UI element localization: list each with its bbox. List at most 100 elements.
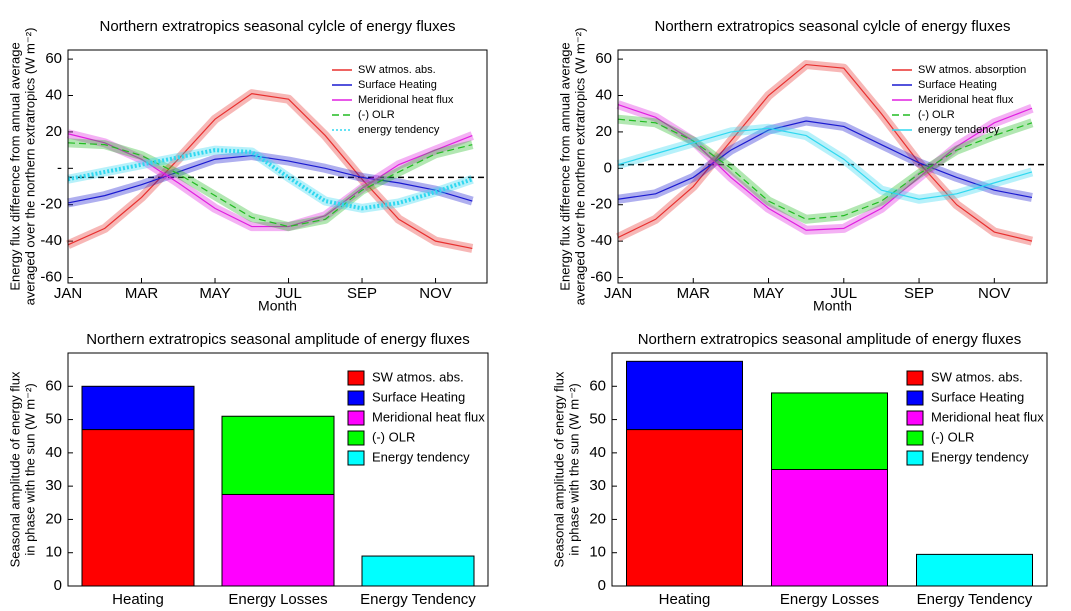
y-tick-label: 50 [589,411,606,428]
x-tick-label: MAR [125,285,159,302]
bar-segment [221,493,335,587]
legend-label: Energy tendency [931,449,1029,464]
bar-segment [771,392,888,471]
series-line [617,127,1033,200]
x-tick-label: Energy Losses [228,591,327,608]
legend-label: Meridional heat flux [358,94,454,106]
plot-frame [611,352,1048,587]
series-line [67,93,473,250]
legend-label: SW atmos. absorption [918,64,1026,76]
y-tick-label: 60 [45,377,62,394]
series-line [617,104,1033,231]
x-tick-label: Heating [659,591,711,608]
legend-swatch [347,370,365,386]
chart-title: Northern extratropics seasonal amplitude… [638,331,1022,348]
x-tick-label: NOV [978,285,1011,302]
series-line [67,154,473,204]
y-tick-label: 20 [45,123,62,140]
legend-swatch [906,390,924,406]
legend-swatch [347,390,365,406]
y-axis-label: in phase with the sun (W m⁻²) [566,383,581,555]
legend-label: SW atmos. abs. [372,369,464,384]
y-tick-label: -20 [590,196,612,213]
bar-segment [626,360,743,431]
y-tick-label: 30 [589,477,606,494]
y-axis-label: Energy flux difference from annual avera… [557,42,572,290]
series-line [67,133,473,228]
y-tick-label: -60 [590,269,612,286]
y-tick-label: - [57,159,62,176]
x-tick-label: SEP [347,285,377,302]
series-line [617,120,1033,200]
legend-label: Meridional heat flux [931,409,1044,424]
x-tick-label: MAY [199,285,230,302]
legend-swatch [906,370,924,386]
x-tick-label: JUL [275,285,302,302]
y-axis-label: Seasonal amplitude of energy flux [551,371,566,567]
y-tick-label: 0 [604,159,612,176]
x-tick-label: Energy Losses [780,591,879,608]
x-tick-label: JUL [830,285,857,302]
y-axis-label: Energy flux difference from annual avera… [7,42,22,290]
legend-label: (-) OLR [918,109,955,121]
x-tick-label: Energy Tendency [360,591,476,608]
x-tick-label: JAN [54,285,82,302]
y-axis-label: averaged over the northern extratropics … [22,28,37,306]
y-tick-label: -60 [40,269,62,286]
y-tick-label: 60 [589,377,606,394]
series-line [67,148,473,211]
x-tick-label: MAR [677,285,711,302]
bar-segment [361,555,475,587]
legend-label: Energy tendency [372,449,470,464]
plot-frame [67,352,489,587]
y-tick-label: 20 [595,123,612,140]
legend-label: Surface Heating [358,79,437,91]
y-tick-label: 30 [45,477,62,494]
chart-title: Northern extratropics seasonal cylcle of… [99,18,455,35]
y-axis-label: Seasonal amplitude of energy flux [7,371,22,567]
legend-swatch [906,450,924,466]
y-axis-label: in phase with the sun (W m⁻²) [22,383,37,555]
series-line [617,63,1033,242]
bar-segment [81,429,195,587]
legend-label: SW atmos. abs. [358,64,436,76]
x-tick-label: MAY [753,285,784,302]
x-tick-label: Heating [112,591,164,608]
series-line [617,118,1033,220]
y-tick-label: -20 [40,196,62,213]
legend-label: (-) OLR [372,429,415,444]
y-tick-label: 20 [589,510,606,527]
bar-segment [626,429,743,587]
legend-label: SW atmos. abs. [931,369,1023,384]
y-tick-label: -40 [40,232,62,249]
legend-label: energy tendency [358,124,440,136]
legend-label: (-) OLR [931,429,974,444]
bar-segment [81,385,195,431]
y-tick-label: 40 [45,86,62,103]
legend-label: (-) OLR [358,109,395,121]
plot-frame [67,49,488,284]
legend-swatch [347,410,365,426]
y-tick-label: 0 [598,577,606,594]
legend-label: energy tendency [918,124,1000,136]
legend-label: Surface Heating [931,389,1024,404]
legend-swatch [906,430,924,446]
y-tick-label: 20 [45,510,62,527]
legend-swatch [906,410,924,426]
y-tick-label: 40 [595,86,612,103]
y-tick-label: 0 [54,577,62,594]
x-tick-label: SEP [904,285,934,302]
legend-swatch [347,430,365,446]
x-tick-label: JAN [604,285,632,302]
x-tick-label: NOV [419,285,452,302]
legend-label: Meridional heat flux [372,409,485,424]
legend-label: Surface Heating [372,389,465,404]
bar-segment [916,553,1033,587]
x-tick-label: Energy Tendency [917,591,1033,608]
chart-title: Northern extratropics seasonal cylcle of… [654,18,1010,35]
series-line [67,142,473,228]
legend-label: Surface Heating [918,79,997,91]
chart-title: Northern extratropics seasonal amplitude… [86,331,470,348]
y-tick-label: 40 [589,444,606,461]
